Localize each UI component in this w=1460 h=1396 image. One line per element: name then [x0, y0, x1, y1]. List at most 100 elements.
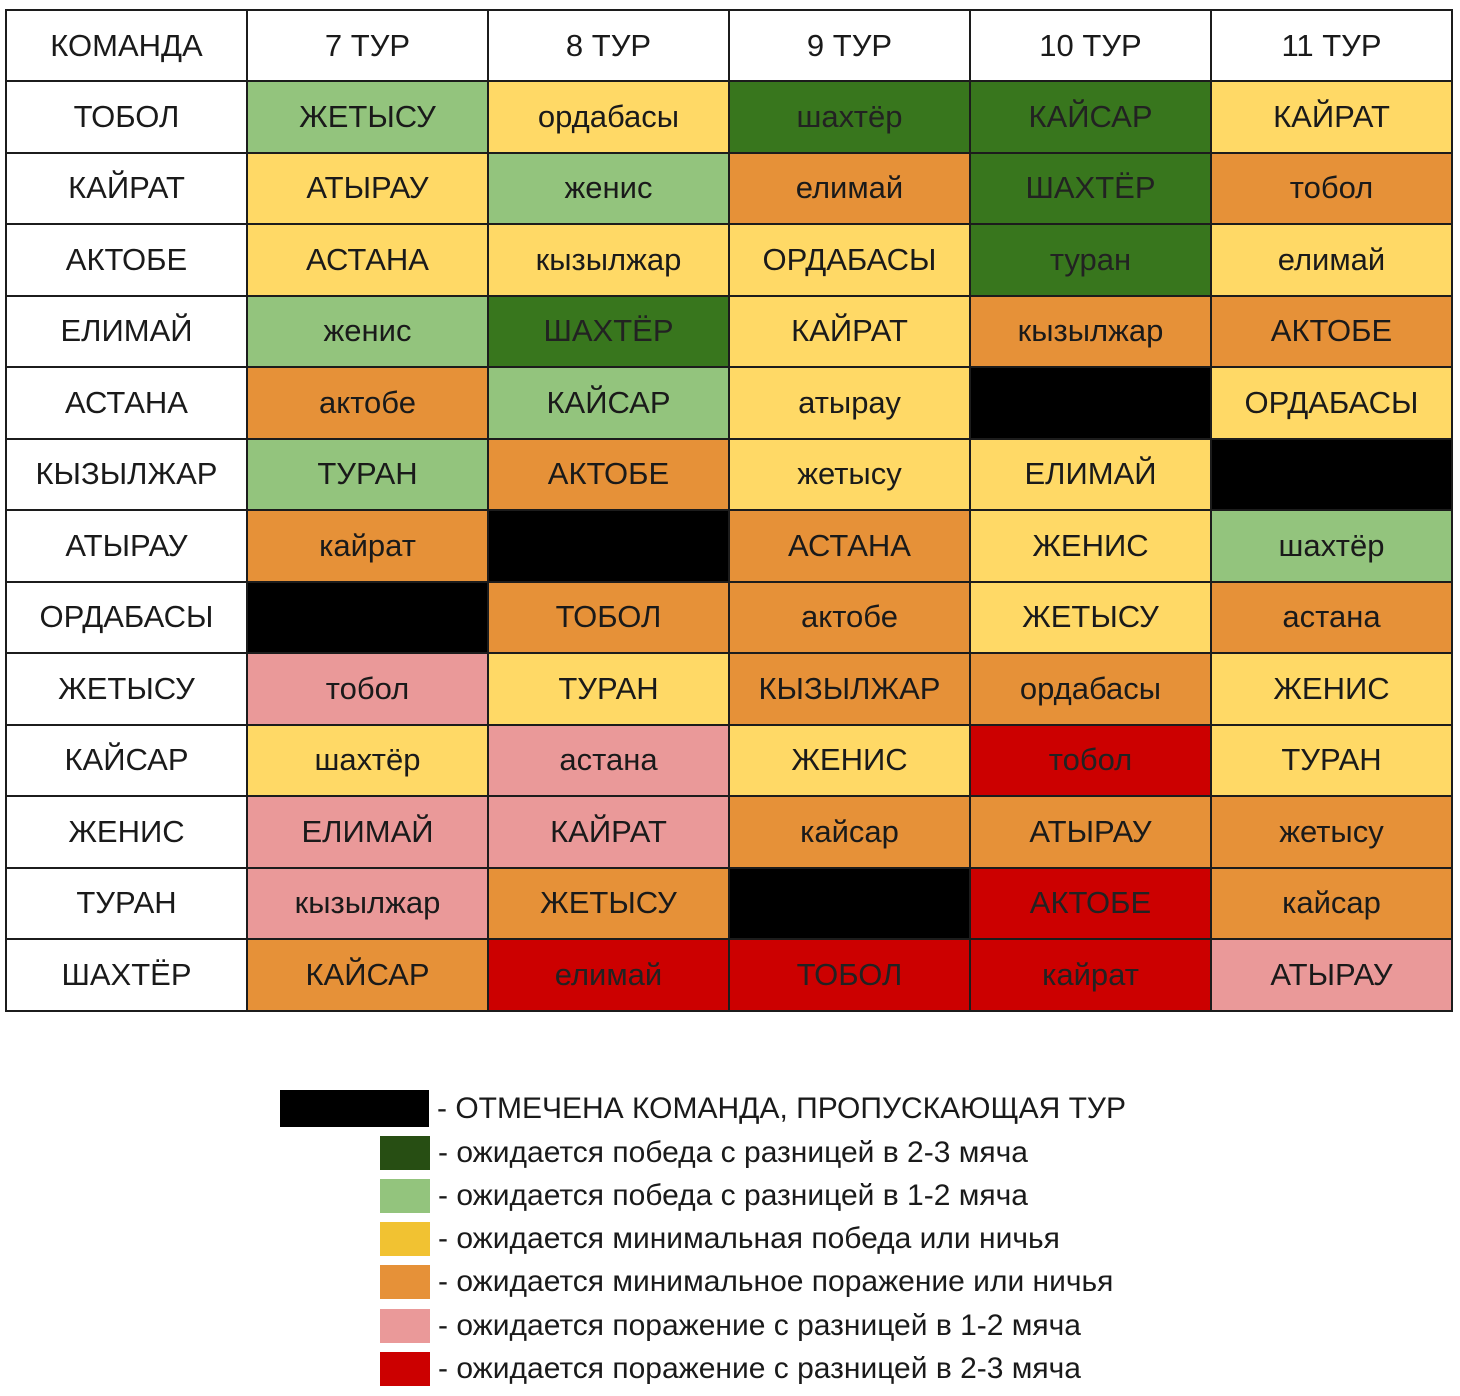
team-name-cell: ШАХТЁР — [5, 938, 248, 1012]
match-cell-round-11: елимай — [1210, 223, 1453, 297]
table-row: КАЙСАР шахтёр астана ЖЕНИС тобол ТУРАН — [5, 723, 1453, 797]
match-cell-round-11: АТЫРАУ — [1210, 938, 1453, 1012]
header-round-9: 9 ТУР — [728, 9, 971, 82]
header-round-11: 11 ТУР — [1210, 9, 1453, 82]
header-round-8: 8 ТУР — [487, 9, 730, 82]
table-row: ЖЕТЫСУ тобол ТУРАН КЫЗЫЛЖАР ордабасы ЖЕНИС — [5, 652, 1453, 726]
team-name-cell: ЕЛИМАЙ — [5, 294, 248, 368]
match-cell-round-9: АСТАНА — [728, 509, 971, 583]
match-cell-round-7: шахтёр — [246, 723, 489, 797]
team-name-cell: КАЙСАР — [5, 723, 248, 797]
match-cell-round-10: тобол — [969, 723, 1212, 797]
match-cell-round-7: актобе — [246, 366, 489, 440]
match-cell-round-7: женис — [246, 294, 489, 368]
match-cell-round-8: ТУРАН — [487, 652, 730, 726]
match-cell-round-9: атырау — [728, 366, 971, 440]
match-cell-round-11: АКТОБЕ — [1210, 294, 1453, 368]
legend-item-win-big: - ожидается победа с разницей в 2-3 мяча — [380, 1136, 1028, 1170]
header-round-10: 10 ТУР — [969, 9, 1212, 82]
team-name-cell: ТОБОЛ — [5, 80, 248, 154]
match-cell-round-7: АТЫРАУ — [246, 151, 489, 225]
match-cell-round-9: кайсар — [728, 795, 971, 869]
match-cell-round-8: елимай — [487, 938, 730, 1012]
match-cell-round-8: КАЙСАР — [487, 366, 730, 440]
match-cell-round-10: ЖЕНИС — [969, 509, 1212, 583]
header-row: КОМАНДА 7 ТУР 8 ТУР 9 ТУР 10 ТУР 11 ТУР — [5, 9, 1453, 82]
match-cell-round-9: КАЙРАТ — [728, 294, 971, 368]
match-cell-round-8: ТОБОЛ — [487, 580, 730, 654]
match-cell-round-8: ЖЕТЫСУ — [487, 866, 730, 940]
legend-item-bye: - ОТМЕЧЕНА КОМАНДА, ПРОПУСКАЮЩАЯ ТУР — [280, 1090, 1126, 1127]
team-name-cell: АСТАНА — [5, 366, 248, 440]
legend-swatch — [380, 1309, 430, 1343]
match-cell-round-11: ОРДАБАСЫ — [1210, 366, 1453, 440]
table-row: ШАХТЁР КАЙСАР елимай ТОБОЛ кайрат АТЫРАУ — [5, 938, 1453, 1012]
match-cell-round-8: КАЙРАТ — [487, 795, 730, 869]
legend-swatch — [380, 1222, 430, 1256]
match-cell-round-7: тобол — [246, 652, 489, 726]
legend-label: - ожидается победа с разницей в 2-3 мяча — [438, 1136, 1028, 1169]
match-cell-round-11: тобол — [1210, 151, 1453, 225]
header-team: КОМАНДА — [5, 9, 248, 82]
match-cell-round-7: АСТАНА — [246, 223, 489, 297]
match-cell-round-10: АКТОБЕ — [969, 866, 1212, 940]
match-cell-round-7: кызылжар — [246, 866, 489, 940]
match-cell-round-7: ЖЕТЫСУ — [246, 80, 489, 154]
match-cell-round-8: ШАХТЁР — [487, 294, 730, 368]
team-name-cell: КАЙРАТ — [5, 151, 248, 225]
match-cell-round-10: КАЙСАР — [969, 80, 1212, 154]
match-cell-round-10: ЖЕТЫСУ — [969, 580, 1212, 654]
bye-cell — [246, 580, 489, 654]
legend-label: - ожидается победа с разницей в 1-2 мяча — [438, 1179, 1028, 1212]
legend-item-min-win-draw: - ожидается минимальная победа или ничья — [380, 1222, 1060, 1256]
legend-swatch — [380, 1265, 430, 1299]
match-cell-round-11: жетысу — [1210, 795, 1453, 869]
match-cell-round-7: ТУРАН — [246, 437, 489, 511]
legend-item-loss-small: - ожидается поражение с разницей в 1-2 м… — [380, 1309, 1081, 1343]
legend-label: - ожидается минимальное поражение или ни… — [438, 1265, 1114, 1298]
legend-label: - ожидается поражение с разницей в 1-2 м… — [438, 1309, 1081, 1342]
legend-swatch — [380, 1136, 430, 1170]
match-cell-round-9: елимай — [728, 151, 971, 225]
forecast-table: КОМАНДА 7 ТУР 8 ТУР 9 ТУР 10 ТУР 11 ТУР … — [5, 9, 1453, 1012]
legend-item-loss-big: - ожидается поражение с разницей в 2-3 м… — [380, 1352, 1081, 1386]
match-cell-round-8: АКТОБЕ — [487, 437, 730, 511]
match-cell-round-7: кайрат — [246, 509, 489, 583]
match-cell-round-11: кайсар — [1210, 866, 1453, 940]
table-row: ЕЛИМАЙ женис ШАХТЁР КАЙРАТ кызылжар АКТОБЕ — [5, 294, 1453, 368]
legend-label: - ОТМЕЧЕНА КОМАНДА, ПРОПУСКАЮЩАЯ ТУР — [437, 1091, 1126, 1125]
header-round-7: 7 ТУР — [246, 9, 489, 82]
team-name-cell: ЖЕНИС — [5, 795, 248, 869]
table-row: ЖЕНИС ЕЛИМАЙ КАЙРАТ кайсар АТЫРАУ жетысу — [5, 795, 1453, 869]
legend-item-min-loss-draw: - ожидается минимальное поражение или ни… — [380, 1265, 1113, 1299]
match-cell-round-11: астана — [1210, 580, 1453, 654]
table-row: ОРДАБАСЫ ТОБОЛ актобе ЖЕТЫСУ астана — [5, 580, 1453, 654]
match-cell-round-10: ШАХТЁР — [969, 151, 1212, 225]
match-cell-round-10: ЕЛИМАЙ — [969, 437, 1212, 511]
match-cell-round-11: ТУРАН — [1210, 723, 1453, 797]
table-row: КЫЗЫЛЖАР ТУРАН АКТОБЕ жетысу ЕЛИМАЙ — [5, 437, 1453, 511]
match-cell-round-10: АТЫРАУ — [969, 795, 1212, 869]
team-name-cell: ТУРАН — [5, 866, 248, 940]
match-cell-round-9: актобе — [728, 580, 971, 654]
bye-cell — [728, 866, 971, 940]
bye-cell — [969, 366, 1212, 440]
table-row: АСТАНА актобе КАЙСАР атырау ОРДАБАСЫ — [5, 366, 1453, 440]
match-cell-round-10: туран — [969, 223, 1212, 297]
match-cell-round-9: КЫЗЫЛЖАР — [728, 652, 971, 726]
match-cell-round-10: ордабасы — [969, 652, 1212, 726]
match-cell-round-11: шахтёр — [1210, 509, 1453, 583]
table-row: ТУРАН кызылжар ЖЕТЫСУ АКТОБЕ кайсар — [5, 866, 1453, 940]
match-cell-round-9: ТОБОЛ — [728, 938, 971, 1012]
match-cell-round-10: кызылжар — [969, 294, 1212, 368]
match-cell-round-9: шахтёр — [728, 80, 971, 154]
match-cell-round-11: ЖЕНИС — [1210, 652, 1453, 726]
match-cell-round-9: ЖЕНИС — [728, 723, 971, 797]
bye-cell — [487, 509, 730, 583]
legend-swatch — [380, 1352, 430, 1386]
match-cell-round-8: астана — [487, 723, 730, 797]
table-row: КАЙРАТ АТЫРАУ женис елимай ШАХТЁР тобол — [5, 151, 1453, 225]
legend-label: - ожидается поражение с разницей в 2-3 м… — [438, 1352, 1081, 1385]
table-row: АКТОБЕ АСТАНА кызылжар ОРДАБАСЫ туран елимай — [5, 223, 1453, 297]
match-cell-round-9: ОРДАБАСЫ — [728, 223, 971, 297]
